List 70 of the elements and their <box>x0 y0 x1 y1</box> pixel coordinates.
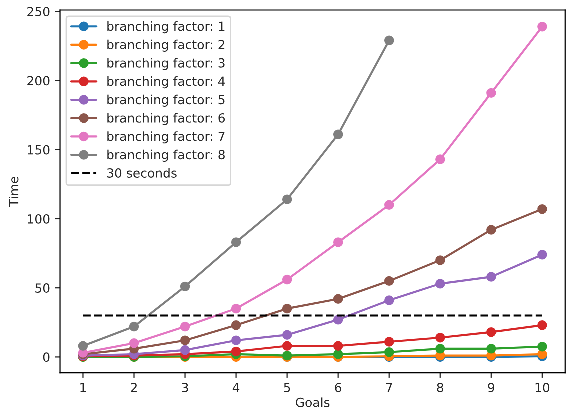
point <box>333 341 344 352</box>
legend-label: branching factor: 5 <box>108 94 225 107</box>
point <box>231 238 242 248</box>
x-axis-title: Goals <box>296 398 330 408</box>
point <box>538 342 548 352</box>
legend-label: branching factor: 8 <box>108 150 225 162</box>
point <box>180 282 190 292</box>
x-tick-label: 9 <box>488 383 495 392</box>
point <box>486 327 496 338</box>
y-tick-label: 150 <box>28 145 50 155</box>
point <box>486 272 496 282</box>
point <box>333 238 344 248</box>
point <box>231 336 242 346</box>
point <box>384 296 394 306</box>
x-tick-label: 5 <box>284 383 290 392</box>
y-tick-label: 250 <box>28 7 50 17</box>
x-tick-label: 1 <box>80 383 86 392</box>
point <box>333 350 344 360</box>
point <box>282 274 292 285</box>
x-tick-label: 4 <box>232 383 240 392</box>
point <box>180 345 190 356</box>
point <box>436 279 446 289</box>
point <box>436 256 446 266</box>
point <box>129 322 140 332</box>
point <box>282 304 292 314</box>
point <box>333 130 344 140</box>
legend-label: branching factor: 4 <box>108 76 226 89</box>
x-tick-label: 7 <box>386 383 392 392</box>
legend-label: 30 seconds <box>107 168 177 178</box>
y-tick-label: 200 <box>28 76 50 86</box>
point <box>231 304 242 314</box>
point <box>282 194 292 204</box>
y-tick-label: 50 <box>36 284 50 294</box>
x-tick-label: 10 <box>536 383 550 392</box>
x-tick-label: 6 <box>335 383 342 392</box>
y-axis-title: Time <box>9 177 19 208</box>
legend-label: branching factor: 7 <box>108 132 225 144</box>
point <box>538 320 548 330</box>
point <box>436 332 446 343</box>
point <box>180 322 190 332</box>
point <box>538 250 548 260</box>
point <box>384 36 394 46</box>
legend-label: branching factor: 2 <box>108 40 225 52</box>
point <box>436 344 446 354</box>
y-tick-label: 100 <box>28 214 50 224</box>
x-tick-label: 2 <box>131 383 137 392</box>
point <box>282 330 292 340</box>
y-tick-label: 0 <box>43 352 50 362</box>
point <box>486 344 496 354</box>
point <box>384 276 394 286</box>
point <box>538 22 548 32</box>
point <box>333 294 344 304</box>
point <box>282 341 292 352</box>
point <box>231 320 242 330</box>
point <box>78 341 88 352</box>
point <box>436 154 446 164</box>
point <box>231 346 242 357</box>
point <box>129 338 140 348</box>
point <box>486 225 496 235</box>
point <box>180 336 190 346</box>
point <box>538 204 548 214</box>
legend-label: branching factor: 3 <box>108 58 225 70</box>
point <box>384 337 394 347</box>
x-tick-label: 8 <box>437 383 444 392</box>
point <box>384 200 394 210</box>
point <box>486 88 496 98</box>
legend-label: branching factor: 1 <box>108 22 225 34</box>
legend-label: branching factor: 6 <box>108 113 226 126</box>
x-tick-label: 3 <box>182 383 188 392</box>
point <box>384 348 394 358</box>
